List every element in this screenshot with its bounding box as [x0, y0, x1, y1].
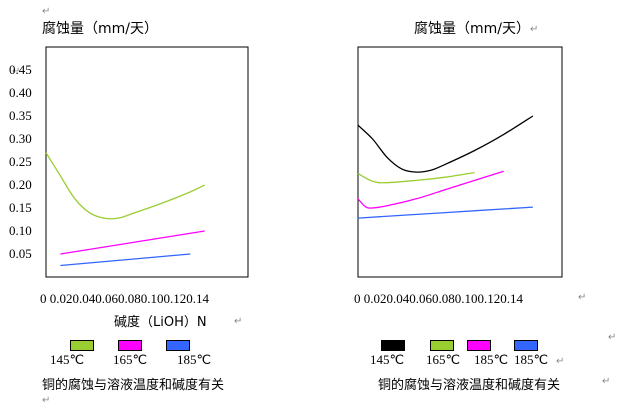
svg2-series-1 [357, 171, 475, 184]
chart1-frame [45, 46, 249, 278]
chart2-legend-swatch-black [381, 340, 405, 351]
paragraph-mark: ↵ [42, 6, 51, 17]
paragraph-mark: ↵ [578, 292, 587, 303]
chart2-caption: 铜的腐蚀与溶液温度和碱度有关 [378, 378, 561, 393]
chart1-y-tick-label: 0.10 [9, 223, 32, 238]
chart2-x-tick-underline [364, 306, 572, 308]
chart1-legend-label-145: 145℃ [50, 352, 85, 367]
chart2-frame [357, 46, 563, 278]
paragraph-mark: ↵ [608, 332, 617, 343]
svg1-series-0 [45, 152, 205, 220]
chart1-y-tick-label: 0.35 [9, 108, 32, 123]
paragraph-mark: ↵ [556, 356, 565, 367]
chart2-legend-swatch-185 [514, 340, 538, 351]
chart1-y-tick-label: 0.45 [9, 62, 32, 77]
svg1-series-1 [60, 230, 205, 255]
chart2-legend-swatch-165 [467, 340, 491, 351]
chart1-legend-swatch-145 [70, 340, 94, 351]
chart1-x-tick-labels: 0 0.020.040.060.080.100.120.14 [40, 291, 209, 306]
paragraph-mark: ↵ [234, 316, 243, 327]
chart1-y-tick-label: 0.05 [9, 246, 32, 261]
chart1-caption: 铜的腐蚀与溶液温度和碱度有关 [42, 378, 225, 393]
svg1-series-2 [60, 253, 191, 267]
chart2-legend-swatch-145 [430, 340, 454, 351]
chart1-legend-swatch-185 [166, 340, 190, 351]
paragraph-mark: ↵ [12, 66, 21, 77]
chart1-y-tick-label: 0.20 [9, 177, 32, 192]
chart1-title: 腐蚀量（mm/天） [42, 21, 158, 37]
chart1-x-axis-label: 碱度（LiOH）N [114, 315, 207, 330]
svg2-series-3 [357, 206, 533, 219]
chart2-legend-label-1: 145℃ [370, 352, 405, 367]
svg2-series-0 [357, 115, 534, 173]
svg2-series-2 [357, 170, 504, 209]
chart2-legend-label-2: 165℃ [426, 352, 461, 367]
chart2-legend-label-3: 185℃ [474, 352, 509, 367]
paragraph-mark: ↵ [42, 395, 51, 406]
chart1-y-tick-label: 0.30 [9, 131, 32, 146]
chart2-x-tick-labels: 0 0.020.040.060.080.100.120.14 [354, 291, 523, 306]
paragraph-mark: ↵ [530, 24, 539, 35]
chart1-y-tick-label: 0.25 [9, 154, 32, 169]
chart2-title: 腐蚀量（mm/天） [414, 21, 530, 37]
chart1-legend-label-185: 185℃ [177, 352, 212, 367]
chart1-y-tick-label: 0.15 [9, 200, 32, 215]
paragraph-mark: ↵ [602, 376, 611, 387]
chart1-legend-swatch-165 [118, 340, 142, 351]
chart1-y-tick-label: 0.40 [9, 85, 32, 100]
chart1-legend-label-165: 165℃ [113, 352, 148, 367]
chart2-legend-label-4: 185℃ [514, 352, 549, 367]
